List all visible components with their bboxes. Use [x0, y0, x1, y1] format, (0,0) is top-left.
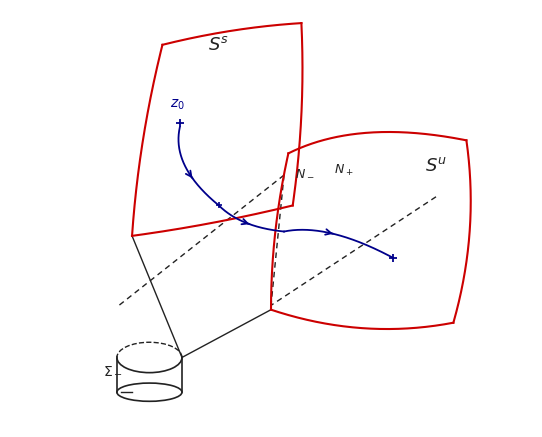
Text: $N_-$: $N_-$ — [295, 166, 314, 180]
Text: $S^s$: $S^s$ — [209, 36, 229, 54]
Text: $\Sigma_-$: $\Sigma_-$ — [102, 364, 122, 378]
Text: $N_+$: $N_+$ — [334, 163, 353, 178]
Text: $S^u$: $S^u$ — [425, 157, 447, 175]
Text: $z_0$: $z_0$ — [170, 98, 185, 112]
